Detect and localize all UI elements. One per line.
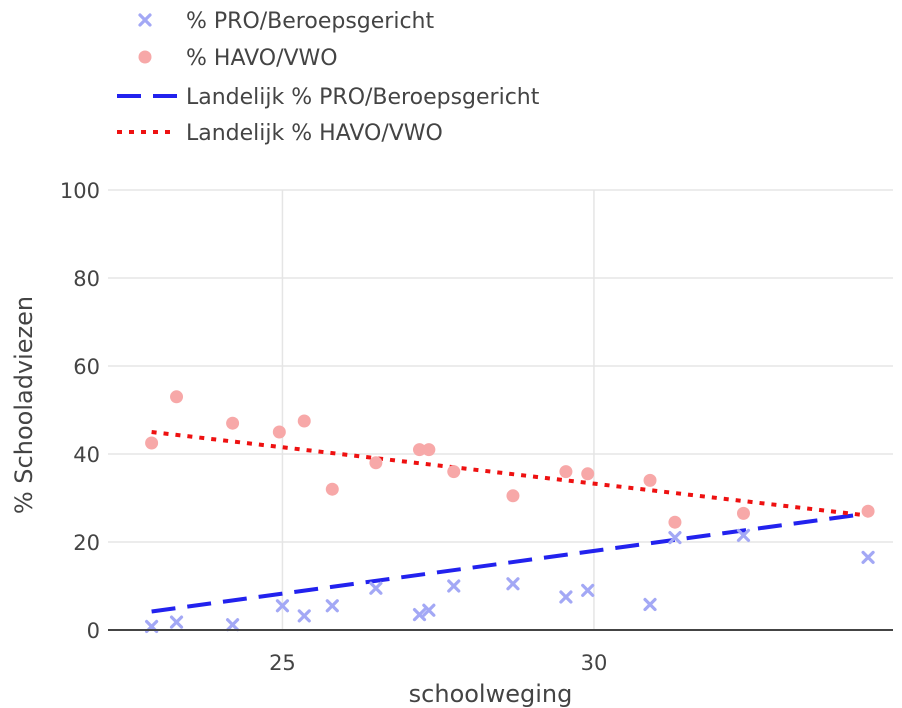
x-tick-label: 25 <box>269 651 296 675</box>
data-point-x <box>559 590 573 604</box>
legend-label: % HAVO/VWO <box>186 46 338 71</box>
data-point-x <box>668 530 682 545</box>
y-axis-ticks: 0 20 40 60 80 100 <box>60 179 100 643</box>
legend-item: Landelijk % PRO/Beroepsgericht <box>117 85 540 110</box>
data-point-x <box>275 599 290 613</box>
series-layer <box>145 390 875 634</box>
data-point-circle <box>413 443 427 457</box>
data-point-x <box>422 603 436 617</box>
y-tick-label: 80 <box>73 267 100 291</box>
legend-label: Landelijk % HAVO/VWO <box>186 121 443 146</box>
data-point-circle <box>559 465 573 479</box>
data-point-circle <box>369 456 383 470</box>
data-point-circle <box>861 504 875 518</box>
x-axis-ticks: 25 30 <box>269 651 607 675</box>
data-point-x <box>169 615 184 629</box>
legend-item: Landelijk % HAVO/VWO <box>117 121 443 146</box>
trend-line-2 <box>151 511 869 614</box>
y-tick-label: 20 <box>73 531 100 555</box>
legend-symbol-circle <box>138 50 152 64</box>
y-tick-label: 0 <box>87 619 100 643</box>
data-point-x <box>643 597 657 612</box>
data-point-x <box>369 581 383 595</box>
legend-item: % HAVO/VWO <box>138 46 338 71</box>
data-point-circle <box>170 390 184 404</box>
data-point-circle <box>668 515 682 529</box>
data-point-x <box>736 528 751 543</box>
data-point-circle <box>422 443 436 457</box>
data-point-x <box>297 609 311 623</box>
y-tick-label: 40 <box>73 443 100 467</box>
data-point-circle <box>297 414 311 428</box>
data-point-x <box>226 618 240 632</box>
x-axis-title: schoolweging <box>409 680 573 708</box>
data-point-x <box>861 550 875 565</box>
grid <box>108 189 893 630</box>
data-point-x <box>325 599 339 613</box>
y-tick-label: 100 <box>60 179 100 203</box>
data-point-circle <box>736 506 750 520</box>
data-point-circle <box>581 467 595 481</box>
data-point-circle <box>226 416 240 430</box>
data-point-x <box>581 583 595 598</box>
x-tick-label: 30 <box>581 651 608 675</box>
data-point-x <box>506 577 520 591</box>
legend-item: % PRO/Beroepsgericht <box>138 9 434 34</box>
data-point-circle <box>506 489 520 503</box>
data-point-circle <box>272 425 286 439</box>
trend-line-3 <box>151 430 869 518</box>
data-point-circle <box>145 436 159 450</box>
legend: % PRO/Beroepsgericht % HAVO/VWO Landelijk … <box>117 9 540 146</box>
legend-label: Landelijk % PRO/Beroepsgericht <box>186 85 540 110</box>
legend-label: % PRO/Beroepsgericht <box>186 9 434 34</box>
data-point-x <box>412 607 427 622</box>
data-point-circle <box>325 482 339 496</box>
legend-symbol-x <box>138 13 152 27</box>
data-point-circle <box>447 465 461 479</box>
data-point-circle <box>643 473 657 487</box>
y-axis-title: % Schooladviezen <box>10 296 38 514</box>
data-point-x <box>447 579 461 593</box>
y-tick-label: 60 <box>73 355 100 379</box>
